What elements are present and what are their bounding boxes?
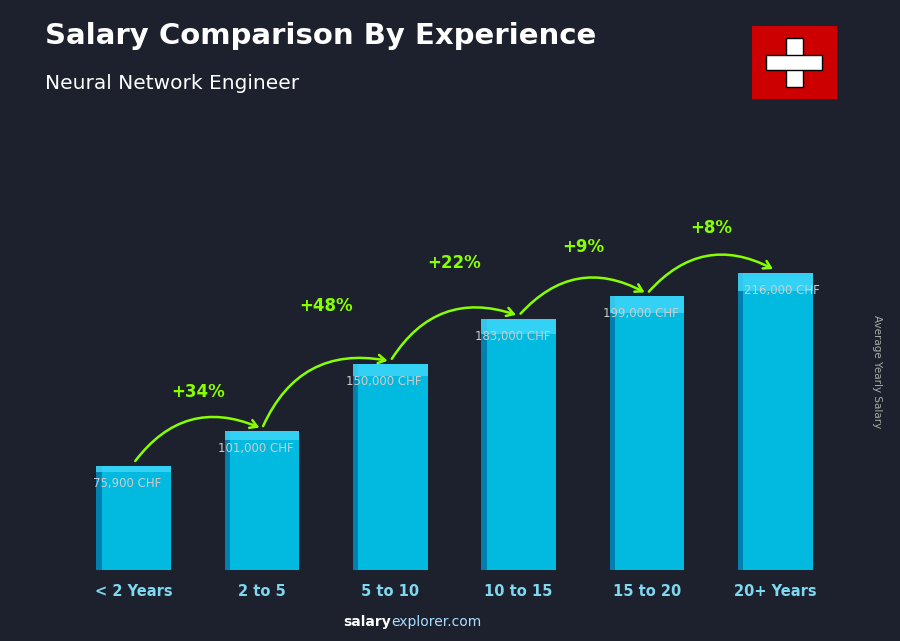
Text: +34%: +34%: [171, 383, 225, 401]
Bar: [225, 431, 299, 570]
FancyBboxPatch shape: [766, 55, 823, 70]
Bar: [610, 297, 615, 570]
Text: +22%: +22%: [428, 254, 482, 272]
Bar: [738, 273, 813, 570]
Bar: [610, 297, 684, 570]
Text: +8%: +8%: [690, 219, 733, 237]
Bar: [482, 319, 487, 570]
Bar: [353, 364, 358, 570]
Bar: [96, 466, 171, 472]
Bar: [738, 273, 743, 570]
Bar: [482, 319, 556, 333]
Text: salary: salary: [344, 615, 392, 629]
Text: 183,000 CHF: 183,000 CHF: [474, 329, 550, 342]
Text: Salary Comparison By Experience: Salary Comparison By Experience: [45, 22, 596, 51]
Bar: [353, 364, 428, 376]
Bar: [353, 364, 428, 570]
Bar: [482, 319, 556, 570]
Text: +48%: +48%: [300, 297, 353, 315]
Bar: [96, 466, 171, 570]
Bar: [610, 297, 684, 313]
Text: Average Yearly Salary: Average Yearly Salary: [872, 315, 883, 428]
Bar: [225, 431, 299, 440]
Text: explorer.com: explorer.com: [392, 615, 482, 629]
Text: Neural Network Engineer: Neural Network Engineer: [45, 74, 299, 93]
FancyBboxPatch shape: [786, 38, 803, 87]
Bar: [96, 466, 102, 570]
Text: 101,000 CHF: 101,000 CHF: [218, 442, 293, 456]
Text: 75,900 CHF: 75,900 CHF: [93, 477, 161, 490]
Bar: [225, 431, 230, 570]
Text: 216,000 CHF: 216,000 CHF: [744, 284, 820, 297]
Text: 199,000 CHF: 199,000 CHF: [603, 308, 679, 320]
Bar: [738, 273, 813, 291]
Text: +9%: +9%: [562, 238, 604, 256]
Text: 150,000 CHF: 150,000 CHF: [346, 375, 422, 388]
